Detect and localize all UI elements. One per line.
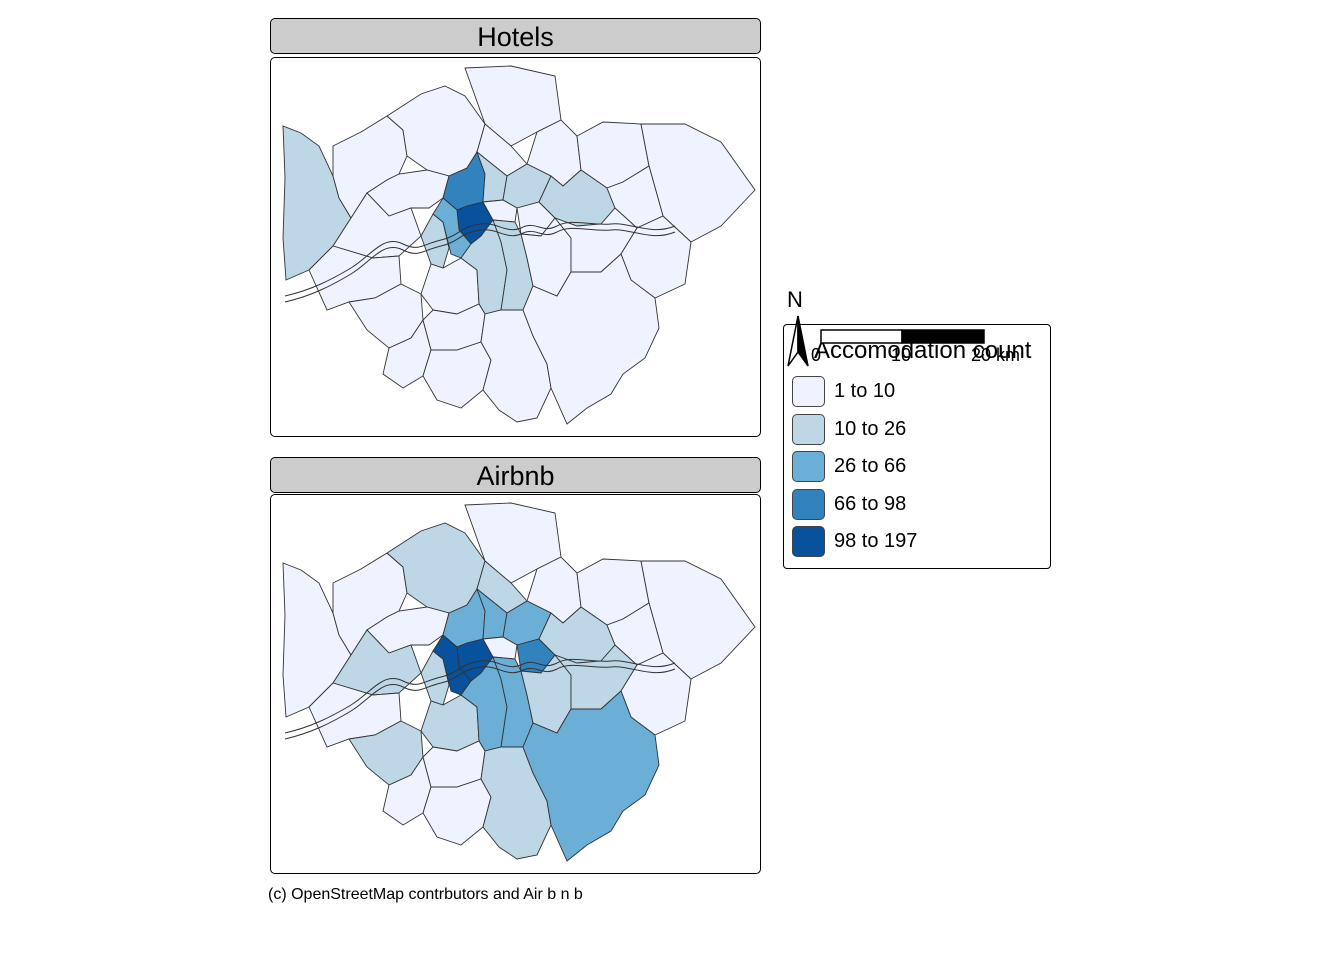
river-thames [284,664,676,740]
scale-tick: 20 km [971,345,1021,365]
legend: Accomodation count 1 to 10 10 to 26 26 t… [783,324,1051,569]
legend-label: 98 to 197 [834,530,918,552]
north-arrow-icon [787,315,809,367]
map-hotels [282,65,756,425]
panel-title-airbnb: Airbnb [270,457,761,493]
legend-swatch [792,451,825,482]
credits-text: (c) OpenStreetMap contrbutors and Air b … [268,886,583,903]
scale-bar [820,329,985,344]
borough-wandsworth [420,694,480,752]
legend-swatch [792,526,825,557]
north-label: N [787,287,803,312]
map-airbnb [282,502,756,862]
river-thames [284,227,676,303]
borough-city-of-london [482,199,518,223]
legend-label: 66 to 98 [834,493,907,515]
legend-label: 10 to 26 [834,418,907,440]
borough-city-of-london [482,636,518,660]
legend-label: 26 to 66 [834,455,907,477]
legend-swatch [792,489,825,520]
panel-title-text: Airbnb [476,461,555,491]
legend-label: 1 to 10 [834,380,896,402]
borough-sutton [422,778,492,846]
river-thames [284,658,676,734]
map-panel-airbnb [270,494,761,874]
legend-swatch [792,376,825,407]
borough-bromley [522,690,660,862]
river-thames [284,221,676,297]
borough-wandsworth [420,257,480,315]
scale-tick: 0 [811,345,822,365]
legend-swatch [792,414,825,445]
map-panel-hotels [270,57,761,437]
scale-tick: 10 [891,345,912,365]
panel-title-text: Hotels [477,22,554,52]
borough-bromley [522,253,660,425]
panel-title-hotels: Hotels [270,18,761,54]
borough-sutton [422,341,492,409]
